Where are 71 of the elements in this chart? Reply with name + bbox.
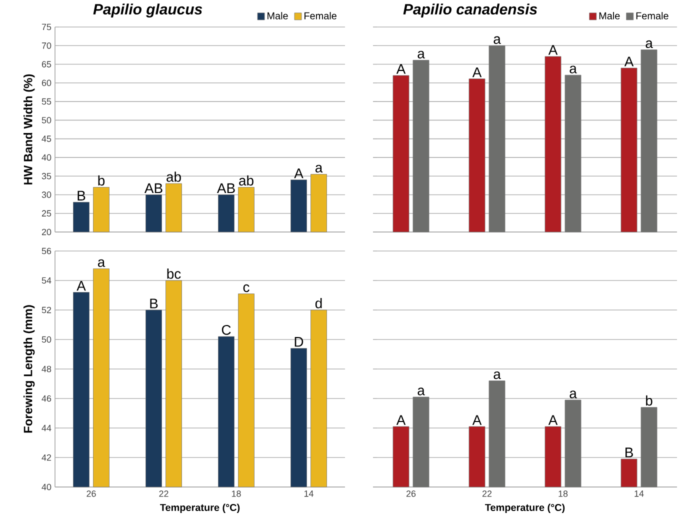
annotation: A bbox=[294, 168, 304, 178]
x-tick-label: 26 bbox=[86, 490, 96, 497]
y-tick-label: 54 bbox=[42, 277, 52, 284]
y-axis-title: Forewing Length (mm) bbox=[23, 305, 35, 433]
annotation: AB bbox=[216, 183, 235, 194]
annotation: A bbox=[472, 415, 482, 425]
y-tick-label: 50 bbox=[42, 117, 52, 124]
annotation: B bbox=[625, 448, 633, 458]
y-tick-label: 30 bbox=[42, 192, 52, 198]
annotation: a bbox=[570, 390, 577, 398]
y-tick-label: 50 bbox=[42, 336, 52, 343]
annotation: A bbox=[624, 56, 634, 66]
y-tick-label: 56 bbox=[42, 248, 52, 254]
annotation: b bbox=[98, 175, 105, 186]
annotation: a bbox=[494, 36, 501, 44]
annotation: d bbox=[315, 298, 322, 308]
y-tick-label: 40 bbox=[42, 154, 52, 161]
y-tick-label: 60 bbox=[42, 80, 52, 86]
annotation: a bbox=[646, 40, 653, 48]
annotation: C bbox=[222, 324, 231, 335]
legend-label: Male bbox=[268, 12, 288, 20]
y-tick-label: 44 bbox=[42, 424, 52, 432]
x-tick-label: 14 bbox=[634, 490, 644, 497]
annotation: AB bbox=[144, 183, 162, 194]
y-tick-label: 70 bbox=[42, 42, 52, 49]
annotation: D bbox=[294, 337, 304, 347]
legend-label: Male bbox=[599, 12, 620, 20]
x-axis-title: Temperature (°C) bbox=[485, 504, 565, 513]
annotation: B bbox=[78, 190, 86, 200]
annotation: a bbox=[418, 50, 425, 58]
annotation: A bbox=[548, 45, 558, 55]
chart-title: Papilio canadensis bbox=[403, 4, 538, 18]
legend-label: Female bbox=[636, 12, 668, 20]
y-tick-label: 42 bbox=[42, 454, 52, 461]
y-tick-label: 20 bbox=[42, 228, 52, 236]
annotation: c bbox=[243, 284, 250, 292]
annotation: ab bbox=[239, 175, 254, 186]
x-tick-label: 22 bbox=[482, 490, 492, 497]
annotation: ab bbox=[166, 172, 181, 182]
annotation: b bbox=[646, 395, 652, 406]
x-tick-label: 22 bbox=[159, 490, 168, 497]
y-tick-label: 35 bbox=[42, 172, 52, 180]
x-axis-title: Temperature (°C) bbox=[160, 504, 240, 513]
legend-label: Female bbox=[304, 12, 336, 20]
annotation: A bbox=[396, 64, 406, 74]
y-tick-label: 52 bbox=[42, 306, 52, 314]
annotation: A bbox=[76, 281, 86, 291]
x-tick-label: 14 bbox=[304, 490, 314, 497]
annotation: a bbox=[418, 388, 425, 396]
y-axis-title: HW Band Width (%) bbox=[24, 74, 35, 184]
annotation: a bbox=[494, 371, 501, 380]
y-tick-label: 65 bbox=[42, 61, 52, 68]
y-tick-label: 48 bbox=[42, 366, 52, 372]
y-tick-label: 40 bbox=[42, 484, 52, 490]
x-tick-label: 18 bbox=[558, 490, 568, 497]
x-tick-label: 26 bbox=[406, 490, 416, 497]
annotation: A bbox=[396, 415, 406, 425]
annotation: a bbox=[98, 259, 106, 268]
annotation: A bbox=[548, 415, 558, 425]
x-tick-label: 18 bbox=[232, 490, 241, 497]
chart-title: Papilio glaucus bbox=[93, 4, 202, 18]
y-tick-label: 46 bbox=[42, 395, 52, 402]
annotation: bc bbox=[167, 268, 181, 279]
y-tick-label: 25 bbox=[42, 210, 52, 217]
annotation: a bbox=[315, 164, 323, 173]
annotation: a bbox=[570, 66, 577, 74]
y-tick-label: 45 bbox=[42, 136, 52, 142]
annotation: B bbox=[150, 298, 158, 308]
annotation: A bbox=[472, 68, 482, 78]
y-tick-label: 75 bbox=[42, 24, 52, 30]
y-tick-label: 55 bbox=[42, 98, 52, 105]
